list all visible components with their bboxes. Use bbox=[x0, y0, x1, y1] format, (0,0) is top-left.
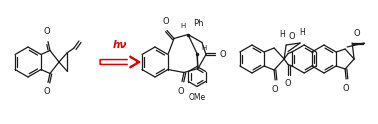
Text: O: O bbox=[343, 84, 349, 93]
Text: O: O bbox=[354, 29, 361, 38]
Text: O: O bbox=[220, 50, 227, 59]
Text: O: O bbox=[289, 32, 296, 41]
Text: hν: hν bbox=[113, 40, 127, 50]
Text: H: H bbox=[279, 30, 285, 39]
FancyArrow shape bbox=[102, 58, 135, 66]
Text: O: O bbox=[178, 87, 184, 95]
Text: H: H bbox=[181, 24, 186, 30]
Text: H: H bbox=[201, 45, 206, 50]
Text: O: O bbox=[285, 79, 291, 89]
Text: O: O bbox=[163, 16, 169, 26]
Text: H: H bbox=[299, 28, 305, 37]
Text: OMe: OMe bbox=[188, 93, 206, 102]
FancyArrow shape bbox=[100, 56, 140, 68]
Text: O: O bbox=[44, 88, 50, 96]
Text: O: O bbox=[272, 85, 279, 94]
Text: O: O bbox=[44, 28, 50, 36]
Text: Ph: Ph bbox=[193, 19, 203, 29]
